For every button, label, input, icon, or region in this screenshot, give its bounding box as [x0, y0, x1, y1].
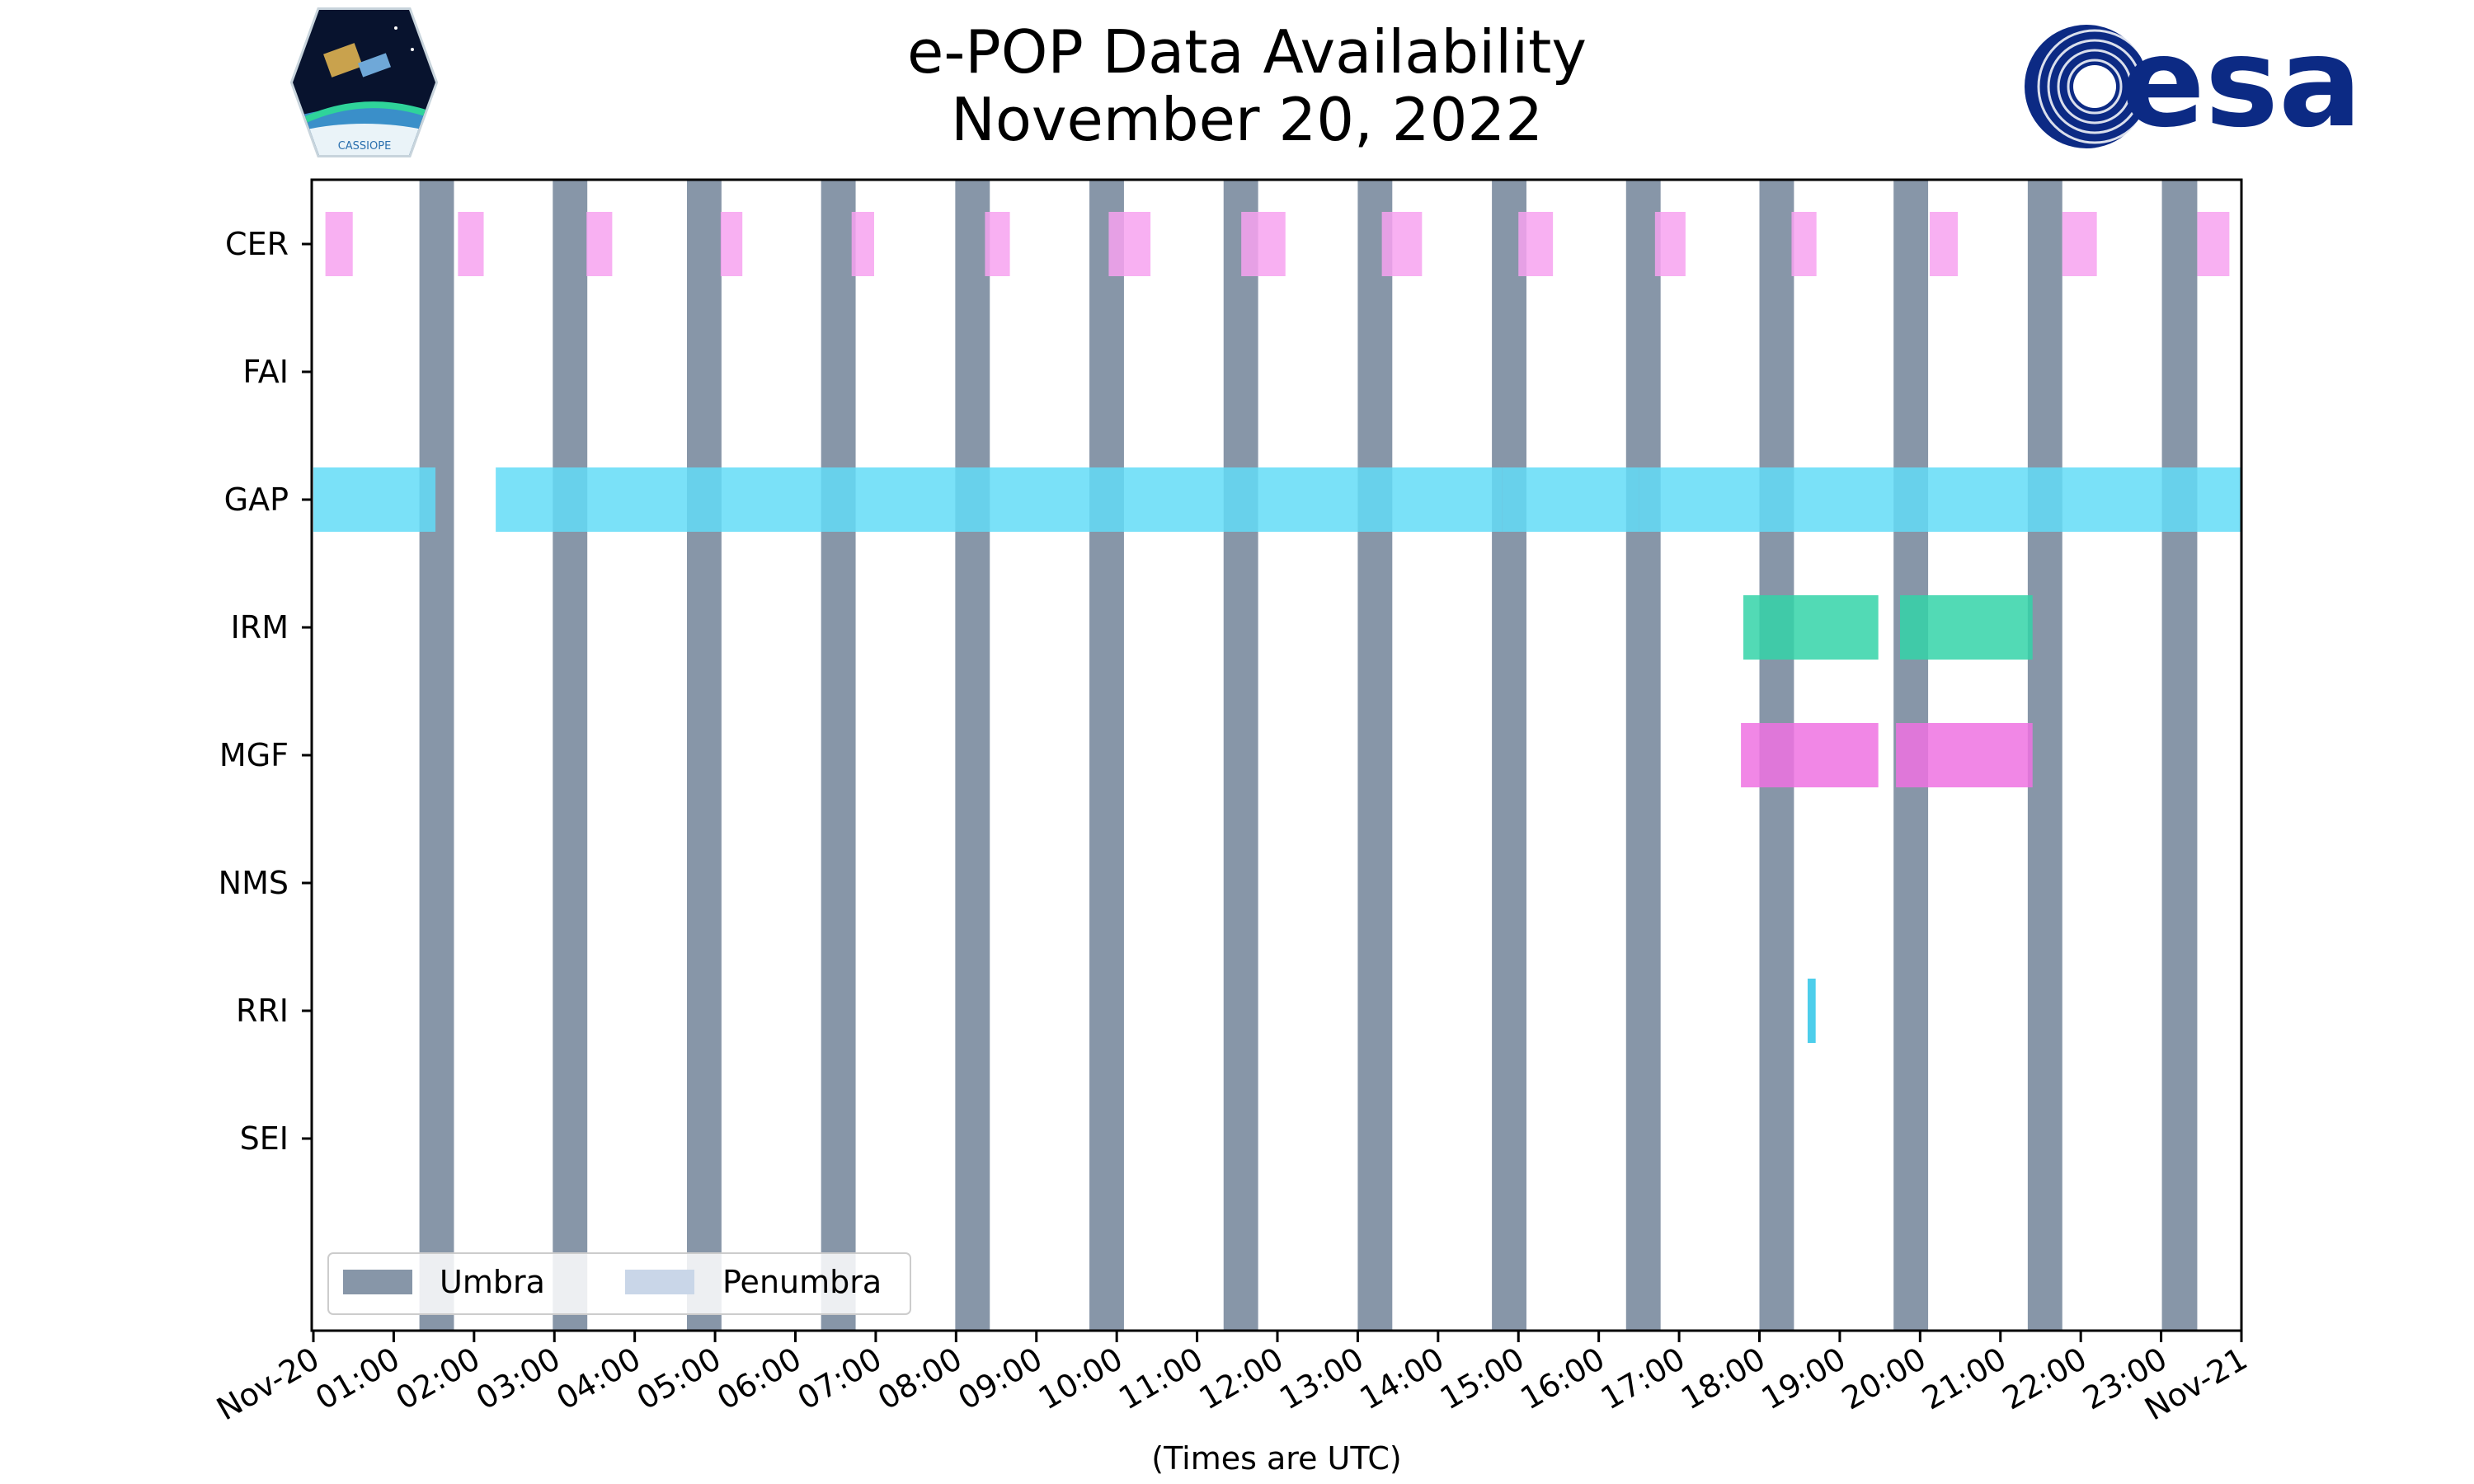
legend: Umbra Penumbra [327, 1252, 911, 1315]
x-tick-label: 11:00 [1112, 1341, 1209, 1417]
umbra-band [1357, 180, 1393, 1331]
data-bar-mgf [1896, 723, 2033, 787]
data-bar-gap [496, 467, 1503, 532]
y-tick-label: MGF [219, 737, 289, 773]
x-tick-label: 16:00 [1514, 1341, 1611, 1417]
data-bar-irm [1899, 595, 2033, 660]
x-tick-label: 14:00 [1353, 1341, 1450, 1417]
x-tick-label: 07:00 [792, 1341, 888, 1417]
legend-penumbra-label: Penumbra [722, 1264, 882, 1300]
x-tick-label: 02:00 [389, 1341, 486, 1417]
x-tick-label: 08:00 [872, 1341, 968, 1417]
x-tick-label: 06:00 [711, 1341, 807, 1417]
y-tick-label: FAI [242, 354, 289, 390]
data-bar-irm [1743, 595, 1879, 660]
y-tick-label: IRM [231, 609, 289, 646]
data-bar-gap [313, 467, 436, 532]
umbra-band [686, 180, 722, 1331]
plot-area [313, 180, 2241, 1331]
umbra-band [2161, 180, 2198, 1331]
x-tick-label: 21:00 [1916, 1341, 2012, 1417]
umbra-band [1089, 180, 1124, 1331]
esa-logo: esa [2025, 12, 2362, 155]
x-tick-label: 09:00 [952, 1341, 1048, 1417]
x-tick-label: 10:00 [1032, 1341, 1129, 1417]
data-bar-cer [1654, 212, 1686, 276]
data-bar-cer [851, 212, 874, 276]
data-bar-cer [1108, 212, 1151, 276]
legend-umbra-swatch [343, 1270, 412, 1294]
x-tick-label: 20:00 [1836, 1341, 1932, 1417]
x-tick-label: 03:00 [470, 1341, 567, 1417]
x-axis-label: (Times are UTC) [1151, 1440, 1401, 1477]
umbra-band [821, 180, 856, 1331]
data-bar-cer [985, 212, 1010, 276]
data-bar-cer [1241, 212, 1286, 276]
umbra-band [419, 180, 454, 1331]
cassiope-logo-text: CASSIOPE [338, 140, 392, 153]
x-tick-label: 19:00 [1756, 1341, 1852, 1417]
x-tick-label: 04:00 [550, 1341, 647, 1417]
data-bar-cer [1381, 212, 1423, 276]
data-bar-cer [586, 212, 613, 276]
data-bar-gap [1502, 467, 1639, 532]
x-tick-label: Nov-20 [210, 1341, 325, 1428]
umbra-band [553, 180, 588, 1331]
umbra-band [955, 180, 990, 1331]
x-tick-label: 05:00 [631, 1341, 727, 1417]
umbra-band [1492, 180, 1526, 1331]
chart-title-line-2: November 20, 2022 [951, 85, 1543, 154]
umbra-band [1223, 180, 1258, 1331]
legend-umbra-label: Umbra [440, 1264, 545, 1300]
legend-penumbra-swatch [625, 1270, 694, 1294]
data-bar-cer [325, 212, 353, 276]
data-bar-mgf [1741, 723, 1879, 787]
x-tick-label: 17:00 [1595, 1341, 1691, 1417]
chart-title-line-1: e-POP Data Availability [907, 17, 1587, 87]
data-bar-cer [2062, 212, 2097, 276]
data-bar-rri [1807, 979, 1816, 1043]
data-bar-cer [458, 212, 484, 276]
x-tick-label: 13:00 [1273, 1341, 1370, 1417]
legend-box [327, 1252, 911, 1315]
x-tick-label: 01:00 [309, 1341, 406, 1417]
cassiope-logo: CASSIOPE [289, 7, 439, 157]
data-bar-cer [720, 212, 743, 276]
y-tick-label: GAP [224, 481, 289, 518]
x-tick-label: 15:00 [1434, 1341, 1531, 1417]
x-tick-label: 18:00 [1675, 1341, 1771, 1417]
esa-logo-text: esa [2121, 12, 2362, 155]
y-tick-label: SEI [240, 1120, 289, 1157]
data-bar-cer [1791, 212, 1817, 276]
data-bar-cer [1518, 212, 1554, 276]
y-axis: CER FAI GAP IRM MGF NMS RRI SEI [219, 226, 312, 1157]
y-tick-label: CER [225, 226, 289, 262]
data-bar-gap [1639, 467, 2241, 532]
y-tick-label: RRI [236, 993, 289, 1029]
data-bar-cer [1930, 212, 1959, 276]
x-tick-label: 12:00 [1193, 1341, 1290, 1417]
x-tick-label: 22:00 [1997, 1341, 2093, 1417]
x-axis: Nov-2001:0002:0003:0004:0005:0006:0007:0… [210, 1331, 2254, 1428]
y-tick-label: NMS [219, 865, 289, 901]
data-bar-cer [2197, 212, 2230, 276]
umbra-band [1625, 180, 1661, 1331]
umbra-band [2027, 180, 2062, 1331]
